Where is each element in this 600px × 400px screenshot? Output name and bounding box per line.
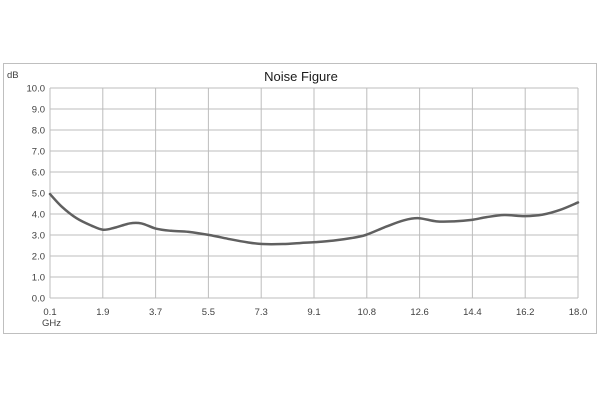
x-tick-label: 12.6: [410, 307, 429, 318]
x-tick-label: 10.8: [358, 307, 377, 318]
y-tick-label: 6.0: [32, 168, 45, 179]
noise-figure-chart: Noise Figure dB GHz 0.0 1.0 2.0 3.0 4.0 5.0 6.…: [7, 69, 588, 329]
y-tick-label: 8.0: [32, 126, 45, 137]
y-tick-label: 4.0: [32, 210, 45, 221]
x-tick-label: 1.9: [96, 307, 109, 318]
x-tick-label: 9.1: [307, 307, 320, 318]
noise-figure-line: [48, 192, 580, 246]
y-axis-label: dB: [7, 70, 19, 81]
y-tick-label: 0.0: [32, 294, 45, 305]
x-tick-label: 16.2: [516, 307, 535, 318]
x-tick-label: 0.1: [43, 307, 56, 318]
x-tick-label: 14.4: [463, 307, 482, 318]
y-tick-label: 1.0: [32, 273, 45, 284]
y-tick-label: 2.0: [32, 252, 45, 263]
x-tick-label: 3.7: [149, 307, 162, 318]
y-tick-label: 9.0: [32, 105, 45, 116]
y-tick-label: 7.0: [32, 147, 45, 158]
chart-frame: Noise Figure dB GHz 0.0 1.0 2.0 3.0 4.0 5.0 6.…: [3, 63, 597, 334]
y-tick-label: 10.0: [27, 84, 46, 95]
y-tick-label: 3.0: [32, 231, 45, 242]
x-tick-label: 18.0: [569, 307, 588, 318]
y-tick-label: 5.0: [32, 189, 45, 200]
x-tick-label: 5.5: [202, 307, 215, 318]
x-axis-label: GHz: [42, 318, 61, 329]
x-tick-label: 7.3: [255, 307, 268, 318]
chart-title: Noise Figure: [264, 69, 338, 84]
